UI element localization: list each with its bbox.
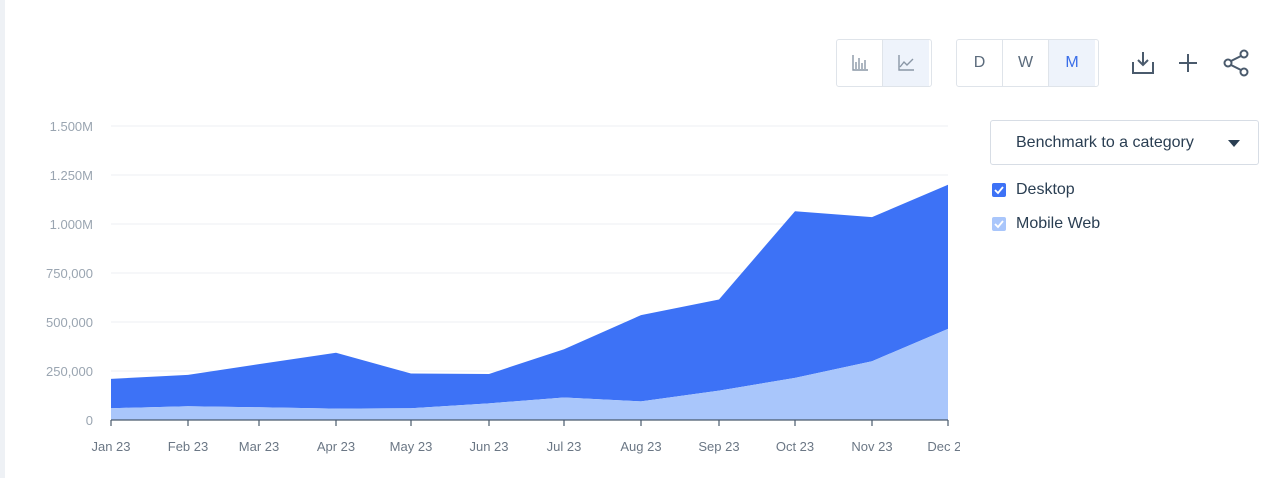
x-tick-label: Aug 23 — [620, 439, 661, 454]
chart-type-switch — [836, 39, 932, 87]
x-tick-label: Apr 23 — [317, 439, 355, 454]
mobile-web-area-series — [111, 328, 948, 420]
granularity-day-button[interactable]: D — [957, 40, 1003, 86]
granularity-day-label: D — [973, 54, 986, 71]
add-button[interactable] — [1174, 49, 1202, 77]
granularity-week-button[interactable]: W — [1003, 40, 1049, 86]
y-tick-label: 0 — [86, 413, 93, 428]
desktop-checkbox-icon[interactable] — [992, 183, 1006, 197]
x-tick-label: Nov 23 — [851, 439, 892, 454]
area-chart: 0 250,000 500,000 750,000 1.000M 1.250M 1.500M… — [46, 119, 960, 454]
x-tick-label: Jul 23 — [547, 439, 582, 454]
mobile-web-checkbox-icon[interactable] — [992, 217, 1006, 231]
x-tick-label: Jun 23 — [469, 439, 508, 454]
x-tick-label: Dec 23 — [927, 439, 960, 454]
y-tick-label: 250,000 — [46, 364, 93, 379]
x-tick-label: Sep 23 — [698, 439, 739, 454]
granularity-month-label: M — [1065, 54, 1079, 71]
download-icon — [1132, 52, 1154, 74]
line-chart-icon — [898, 55, 914, 71]
download-button[interactable] — [1129, 49, 1157, 77]
bar-chart-icon — [851, 55, 868, 71]
legend-label-mobile-web: Mobile Web — [1016, 215, 1101, 232]
granularity-week-label: W — [1017, 54, 1034, 71]
x-tick-label: Oct 23 — [776, 439, 814, 454]
legend-item-desktop[interactable]: Desktop — [992, 181, 1075, 199]
share-button[interactable] — [1222, 49, 1250, 77]
x-tick-label: Mar 23 — [239, 439, 279, 454]
desktop-area-series — [111, 184, 948, 409]
granularity-switch: D W M — [956, 39, 1099, 87]
y-tick-label: 1.500M — [50, 119, 93, 134]
y-tick-label: 1.000M — [50, 217, 93, 232]
y-tick-label: 750,000 — [46, 266, 93, 281]
legend-item-mobile-web[interactable]: Mobile Web — [992, 215, 1100, 233]
share-icon — [1223, 49, 1249, 77]
benchmark-dropdown[interactable]: Benchmark to a category — [990, 120, 1259, 165]
chevron-down-icon — [1228, 140, 1240, 147]
line-chart-button[interactable] — [883, 40, 929, 86]
y-tick-label: 500,000 — [46, 315, 93, 330]
x-tick-label: Jan 23 — [91, 439, 130, 454]
legend-label-desktop: Desktop — [1016, 181, 1075, 198]
granularity-month-button[interactable]: M — [1049, 40, 1095, 86]
x-tick-label: May 23 — [390, 439, 433, 454]
bar-chart-button[interactable] — [837, 40, 883, 86]
left-border — [0, 0, 5, 478]
benchmark-label: Benchmark to a category — [1016, 133, 1194, 151]
x-tick-label: Feb 23 — [168, 439, 208, 454]
y-tick-label: 1.250M — [50, 168, 93, 183]
plus-icon — [1179, 54, 1197, 72]
